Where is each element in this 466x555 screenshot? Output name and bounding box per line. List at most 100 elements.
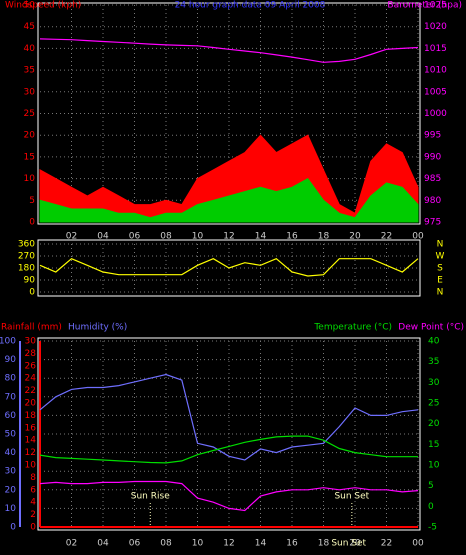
y-tick-label: 90	[5, 355, 17, 365]
y-tick-label: 40	[428, 337, 440, 347]
y-tick-label: S	[437, 264, 443, 274]
x-tick-label: 14	[255, 232, 267, 242]
y-tick-label: 1005	[424, 87, 447, 97]
y-tick-label: 24	[25, 374, 37, 384]
y-tick-label: 990	[424, 152, 441, 162]
x-tick-label: 08	[160, 539, 172, 549]
x-tick-label: 06	[129, 539, 141, 549]
y-tick-label: 6	[30, 485, 36, 495]
x-tick-label: 08	[160, 232, 172, 242]
y-tick-label: N	[437, 240, 444, 250]
y-tick-label: 60	[5, 411, 17, 421]
series-label: Windspeed (kph)	[5, 1, 81, 11]
y-tick-label: 70	[5, 392, 17, 402]
x-tick-label: 18	[318, 539, 330, 549]
line	[39, 435, 418, 464]
y-tick-label: 35	[24, 66, 35, 76]
y-tick-label: 18	[25, 411, 37, 421]
y-tick-label: 995	[424, 131, 441, 141]
y-tick-label: 50	[24, 1, 36, 11]
y-tick-label: 25	[428, 399, 439, 409]
y-tick-label: 0	[29, 218, 35, 228]
line	[39, 480, 419, 512]
y-tick-label: 25	[24, 109, 35, 119]
y-tick-label: N	[437, 288, 444, 298]
y-tick-label: W	[436, 252, 445, 262]
chart-title: 24 hour graph data 09 April 2008	[175, 1, 326, 11]
y-tick-label: 8	[30, 473, 36, 483]
y-tick-label: 30	[25, 337, 37, 347]
y-tick-label: -5	[428, 523, 437, 533]
series-label: Temperature (°C)	[313, 323, 392, 333]
x-tick-label: 14	[255, 539, 267, 549]
y-tick-label: 0	[29, 288, 35, 298]
series-label: Dew Point (°C)	[398, 323, 464, 333]
line	[39, 38, 419, 63]
y-tick-label: 0	[10, 523, 16, 533]
y-tick-label: 5	[428, 481, 434, 491]
line	[39, 373, 419, 461]
y-tick-label: 360	[18, 240, 35, 250]
y-tick-label: 985	[424, 174, 441, 184]
x-tick-label: 16	[286, 539, 298, 549]
x-tick-label: 22	[381, 232, 392, 242]
x-tick-label: 12	[223, 232, 234, 242]
y-tick-label: 50	[5, 430, 17, 440]
x-tick-label: 16	[286, 232, 298, 242]
x-tick-label: 00	[412, 539, 424, 549]
y-tick-label: 20	[5, 485, 17, 495]
x-tick-label: 10	[192, 539, 204, 549]
y-tick-label: 40	[24, 44, 36, 54]
panel-frame	[37, 239, 421, 297]
x-tick-label: 20	[349, 232, 361, 242]
x-tick-label: 12	[223, 539, 234, 549]
y-tick-label: 980	[424, 196, 441, 206]
y-tick-label: 20	[428, 419, 440, 429]
panel-frame	[37, 337, 421, 531]
y-tick-label: 10	[24, 174, 36, 184]
y-tick-label: 90	[24, 276, 36, 286]
y-tick-label: 20	[25, 399, 37, 409]
y-tick-label: 22	[25, 386, 36, 396]
y-tick-label: 30	[5, 467, 17, 477]
y-tick-label: 10	[25, 461, 37, 471]
y-tick-label: 1020	[424, 22, 447, 32]
y-tick-label: 45	[24, 22, 35, 32]
y-tick-label: 975	[424, 218, 441, 228]
y-tick-label: 12	[25, 448, 36, 458]
series-label: Barometer (hpa)	[387, 1, 462, 11]
y-tick-label: 180	[18, 264, 35, 274]
y-tick-label: 40	[5, 448, 17, 458]
panel-frame	[37, 2, 421, 225]
x-tick-label: 02	[66, 539, 77, 549]
area	[39, 177, 419, 223]
y-tick-label: 1015	[424, 44, 447, 54]
x-tick-label: 10	[192, 232, 204, 242]
y-tick-label: 270	[18, 252, 35, 262]
annotation: Sun Rise	[131, 492, 170, 502]
y-tick-label: 15	[428, 440, 439, 450]
x-tick-label: 06	[129, 232, 141, 242]
x-tick-label: 18	[318, 232, 330, 242]
y-tick-label: 4	[30, 498, 36, 508]
x-tick-label: 20	[349, 539, 361, 549]
x-tick-label: 02	[66, 232, 77, 242]
series-label: Humidity (%)	[68, 323, 127, 333]
y-tick-label: 14	[25, 436, 37, 446]
y-tick-label: 28	[25, 349, 37, 359]
x-tick-label: 00	[412, 232, 424, 242]
x-tick-label: 04	[97, 539, 109, 549]
y-tick-label: 2	[30, 510, 36, 520]
y-tick-label: E	[437, 276, 443, 286]
y-tick-label: 20	[24, 131, 36, 141]
y-tick-label: 5	[29, 196, 35, 206]
y-tick-label: 26	[25, 361, 37, 371]
annotation: Sun Set	[331, 539, 366, 549]
y-tick-label: 30	[428, 378, 440, 388]
y-tick-label: 1025	[424, 1, 447, 11]
annotation: Sun Set	[334, 492, 369, 502]
y-tick-label: 30	[24, 87, 36, 97]
y-tick-label: 10	[5, 504, 17, 514]
